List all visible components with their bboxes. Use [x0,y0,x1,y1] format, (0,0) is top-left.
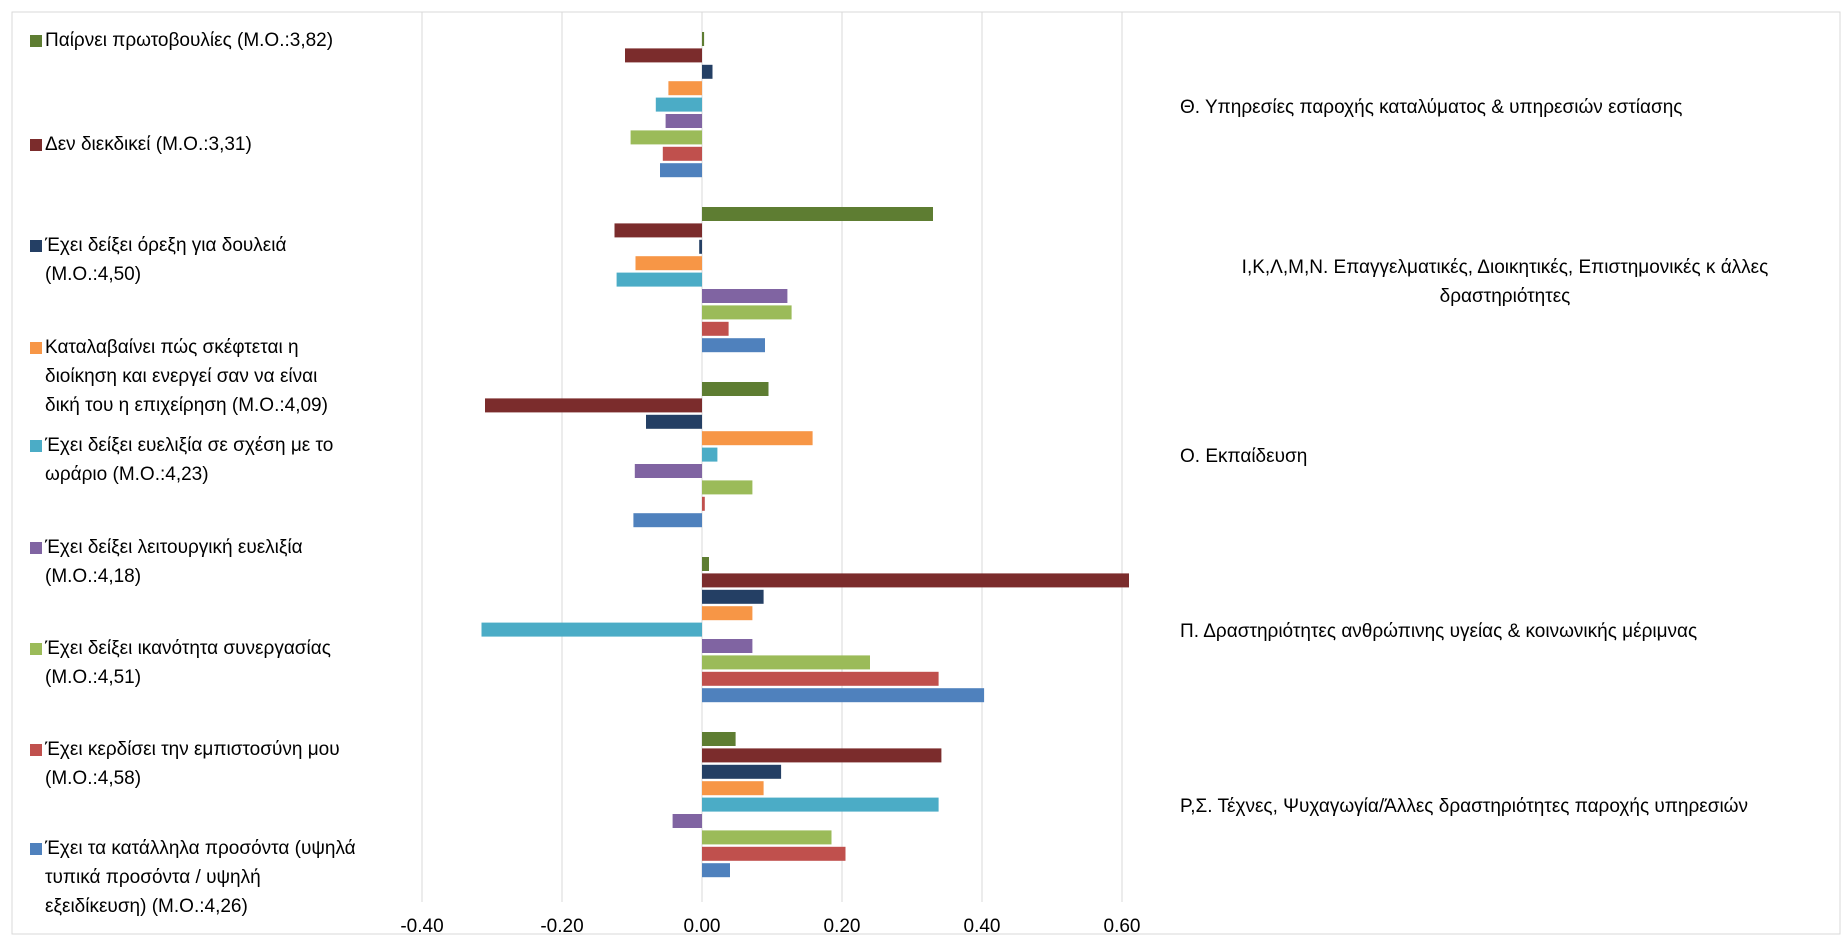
legend-label: Έχει δείξει όρεξη για δουλειά [45,235,287,256]
bar [635,256,702,271]
bar [702,289,788,303]
bar [702,688,985,703]
bar [702,655,870,670]
x-tick-label: -0.20 [540,916,583,937]
bar [702,639,753,653]
category-label: Π. Δραστηριότητες ανθρώπινης υγείας & κο… [1180,621,1697,642]
bar [625,48,702,63]
legend-label: (Μ.Ο.:4,18) [45,566,142,587]
x-tick-label: 0.00 [684,916,721,937]
x-tick-label: 0.20 [824,916,861,937]
legend-swatch [30,440,42,452]
bar [702,573,1129,588]
bar [702,338,765,353]
bar [481,622,702,637]
legend-item: Έχει κερδίσει την εμπιστοσύνη μου (Μ.Ο.:4… [30,735,430,793]
legend-label: Έχει τα κατάλληλα προσόντα (υψηλά [45,838,356,859]
legend-item: Έχει δείξει ευελιξία σε σχέση με το ωράρι… [30,431,430,489]
bar [665,114,702,128]
legend-item: Έχει δείξει όρεξη για δουλειά (Μ.Ο.:4,50) [30,231,430,289]
bar [668,81,702,96]
bar [614,223,702,238]
bar [702,863,730,878]
bar [702,557,709,571]
bar [702,496,705,511]
legend-swatch [30,139,42,151]
bar [702,764,782,779]
legend-swatch [30,643,42,655]
bar [699,239,702,254]
bar [702,382,769,396]
bars [481,32,1129,878]
legend-label: ωράριο (Μ.Ο.:4,23) [45,464,209,485]
legend-swatch [30,744,42,756]
bar [702,480,753,495]
x-tick-label: -0.40 [400,916,443,937]
bar [672,814,702,828]
bar [702,32,705,46]
legend-label: (Μ.Ο.:4,58) [45,768,142,789]
category-labels: Θ. Υπηρεσίες παροχής καταλύματος & υπηρε… [1180,97,1768,817]
category-label: Ρ,Σ. Τέχνες, Ψυχαγωγία/Άλλες δραστηριότη… [1180,796,1748,817]
bar [616,272,702,287]
legend-label: Δεν διεκδικεί (Μ.Ο.:3,31) [45,134,252,155]
category-label: δραστηριότητες [1440,286,1571,307]
legend-item: Έχει δείξει ικανότητα συνεργασίας (Μ.Ο.:4… [30,634,430,692]
bar [702,321,729,336]
legend-item: Καταλαβαίνει πώς σκέφτεται η διοίκηση και… [30,333,430,420]
bar [702,830,832,845]
bar [702,606,753,621]
legend-label: Έχει δείξει ευελιξία σε σχέση με το [45,435,334,456]
bar [702,732,736,746]
bar [702,797,939,812]
bar [702,781,764,796]
category-label: Ο. Εκπαίδευση [1180,446,1307,467]
bar [702,431,813,446]
bar [630,130,702,145]
category-label: Θ. Υπηρεσίες παροχής καταλύματος & υπηρε… [1180,97,1682,118]
bar [634,464,702,478]
legend-label: Καταλαβαίνει πώς σκέφτεται η [45,337,299,358]
x-axis-ticks: -0.40 -0.20 0.00 0.20 0.40 0.60 [400,916,1140,937]
legend-swatch [30,542,42,554]
legend-swatch [30,35,42,47]
bar [702,589,764,604]
bar [702,748,942,763]
bar [662,146,702,161]
bar [646,414,702,429]
x-tick-label: 0.40 [964,916,1001,937]
legend-item: Έχει τα κατάλληλα προσόντα (υψηλά τυπικά … [30,834,430,921]
legend-label: Έχει δείξει ικανότητα συνεργασίας [45,638,331,659]
legend-label: Έχει δείξει λειτουργική ευελιξία [45,537,303,558]
legend-label: δική του η επιχείρηση (Μ.Ο.:4,09) [45,395,328,416]
legend-label: (Μ.Ο.:4,50) [45,264,142,285]
legend-label: τυπικά προσόντα / υψηλή [45,867,261,888]
legend-swatch [30,240,42,252]
legend-swatch [30,843,42,855]
legend-item: Έχει δείξει λειτουργική ευελιξία (Μ.Ο.:4,… [30,533,430,591]
bar [633,513,702,528]
legend-item: Δεν διεκδικεί (Μ.Ο.:3,31) [30,130,430,159]
bar [702,64,713,79]
bar [485,398,702,413]
bar [655,97,702,112]
bar [660,163,702,178]
bar [702,207,933,221]
category-label: Ι,Κ,Λ,Μ,Ν. Επαγγελματικές, Διοικητικές, … [1242,257,1769,278]
x-tick-label: 0.60 [1104,916,1141,937]
legend-swatch [30,342,42,354]
legend-label: Έχει κερδίσει την εμπιστοσύνη μου [45,739,340,760]
bar [702,846,846,861]
legend-label: (Μ.Ο.:4,51) [45,667,142,688]
legend-label: Παίρνει πρωτοβουλίες (Μ.Ο.:3,82) [45,30,334,51]
legend-label: διοίκηση και ενεργεί σαν να είναι [45,366,318,387]
bar [702,305,792,320]
bar [702,671,939,686]
bar [702,447,718,462]
legend-item: Παίρνει πρωτοβουλίες (Μ.Ο.:3,82) [30,26,430,55]
legend-label: εξειδίκευση) (Μ.Ο.:4,26) [45,896,248,917]
chart-border [11,11,1841,935]
